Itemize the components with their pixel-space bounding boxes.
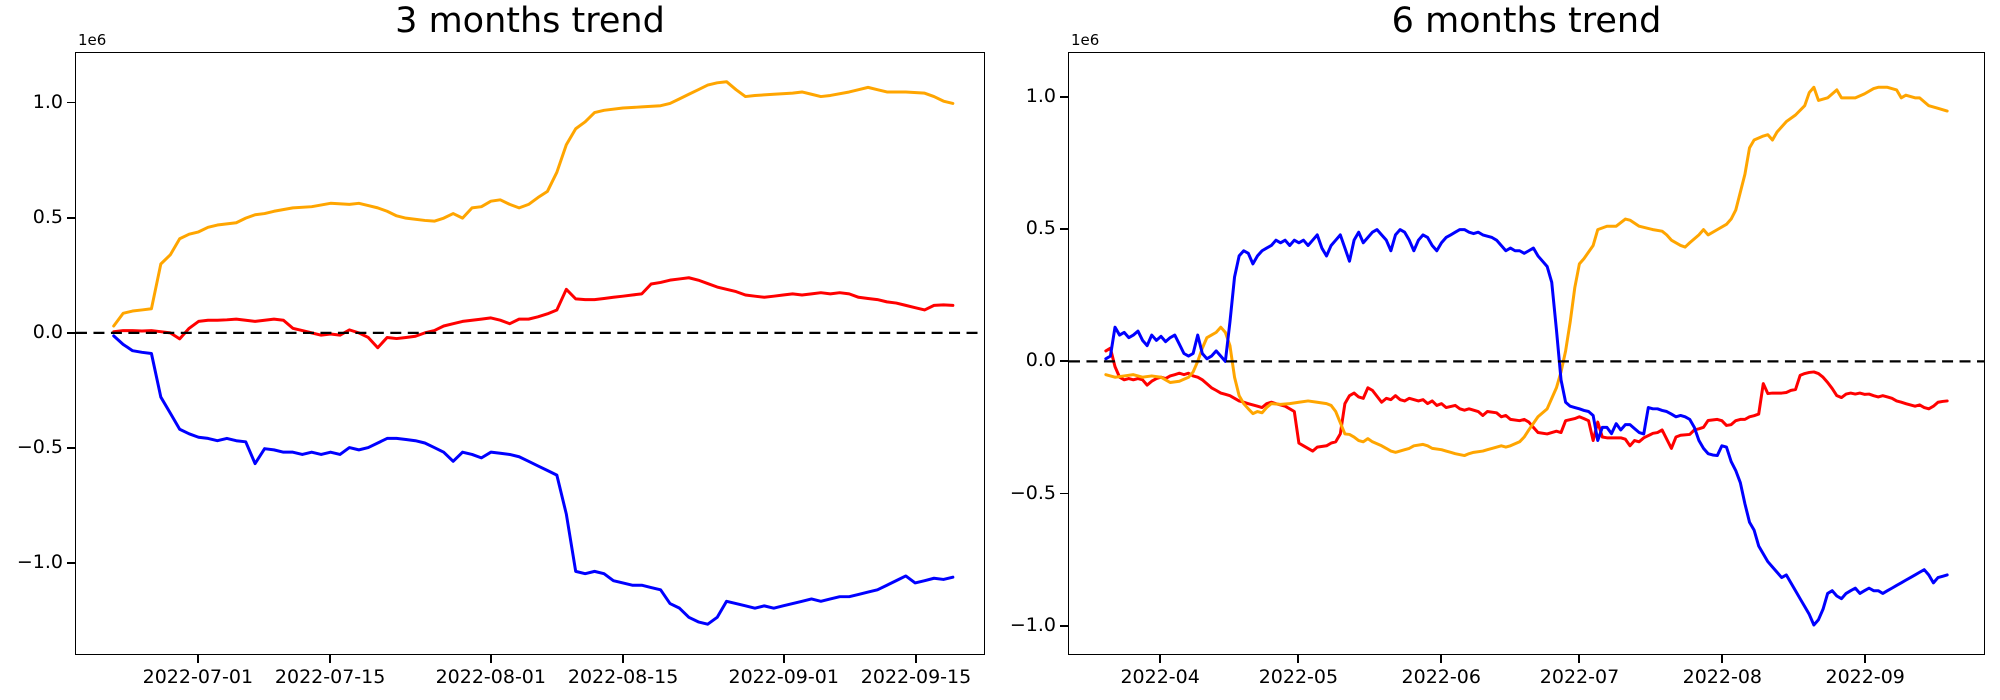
- y-tick-mark: [67, 446, 75, 449]
- y-tick-label: 0.0: [32, 320, 63, 343]
- x-tick-label: 2022-08: [1682, 666, 1763, 688]
- y-tick-mark: [1060, 360, 1068, 363]
- y-tick-label: 0.5: [32, 205, 63, 228]
- x-tick-mark: [1297, 655, 1300, 663]
- chart-3-months-trend: 3 months trend 1e6 2022-07-01 2022-07-15 2…: [16, 1, 985, 688]
- x-tick-label: 2022-07: [1539, 666, 1620, 688]
- x-tick-label: 2022-07-01: [142, 666, 254, 688]
- x-tick-label: 2022-08-15: [567, 666, 679, 688]
- y-tick-mark: [67, 561, 75, 564]
- x-tick-label: 2022-08-01: [435, 666, 546, 688]
- y-tick-label: −1.0: [16, 550, 63, 573]
- y-tick-label: 1.0: [1025, 84, 1056, 107]
- x-tick-mark: [489, 655, 492, 663]
- x-tick-label: 2022-07-15: [274, 666, 386, 688]
- x-tick-mark: [1440, 655, 1443, 663]
- y-tick-label: 0.5: [1025, 217, 1056, 240]
- chart-title: 3 months trend: [395, 1, 665, 41]
- y-tick-mark: [1060, 95, 1068, 98]
- x-tick-mark: [1721, 655, 1724, 663]
- x-tick-mark: [1159, 655, 1161, 663]
- x-tick-label: 2022-04: [1120, 666, 1200, 688]
- y-tick-mark: [67, 331, 75, 334]
- x-tick-mark: [915, 655, 917, 663]
- series-line-red: [1104, 346, 1949, 453]
- y-axis-offset-label: 1e6: [1071, 31, 1100, 49]
- x-tick-label: 2022-06: [1401, 666, 1481, 688]
- x-tick-mark: [1578, 655, 1581, 663]
- x-tick-label: 2022-09: [1825, 666, 1905, 688]
- plot-svg: [76, 80, 984, 626]
- y-tick-mark: [1060, 228, 1068, 230]
- x-tick-mark: [782, 655, 785, 663]
- series-line-red: [112, 276, 955, 350]
- y-tick-label: 0.0: [1025, 349, 1056, 372]
- series-line-blue: [1104, 228, 1949, 627]
- plot-svg: [1069, 85, 1984, 627]
- y-tick-mark: [1060, 492, 1068, 495]
- chart-6-months-trend: 6 months trend 1e6 2022-04 2022-05 2022-06…: [1000, 0, 2000, 700]
- x-tick-label: 2022-09-01: [728, 666, 839, 688]
- x-tick-label: 2022-05: [1258, 666, 1339, 688]
- series-line-blue: [112, 334, 955, 626]
- x-tick-mark: [1864, 655, 1866, 663]
- plot-area: [75, 52, 985, 655]
- series-line-orange: [112, 80, 955, 328]
- x-tick-mark: [329, 655, 331, 663]
- y-tick-mark: [67, 216, 75, 219]
- y-tick-mark: [67, 101, 75, 104]
- y-axis-offset-label: 1e6: [78, 31, 107, 49]
- y-tick-label: 1.0: [32, 90, 63, 113]
- y-tick-mark: [1060, 624, 1068, 627]
- chart-title: 6 months trend: [1391, 1, 1662, 41]
- y-tick-label: −0.5: [1009, 481, 1056, 504]
- x-tick-mark: [622, 655, 624, 663]
- plot-area: [1068, 52, 1985, 655]
- series-line-orange: [1104, 85, 1949, 458]
- y-tick-label: −1.0: [1009, 613, 1056, 636]
- y-tick-label: −0.5: [16, 435, 63, 458]
- x-tick-label: 2022-09-15: [860, 666, 972, 688]
- x-tick-mark: [196, 655, 199, 663]
